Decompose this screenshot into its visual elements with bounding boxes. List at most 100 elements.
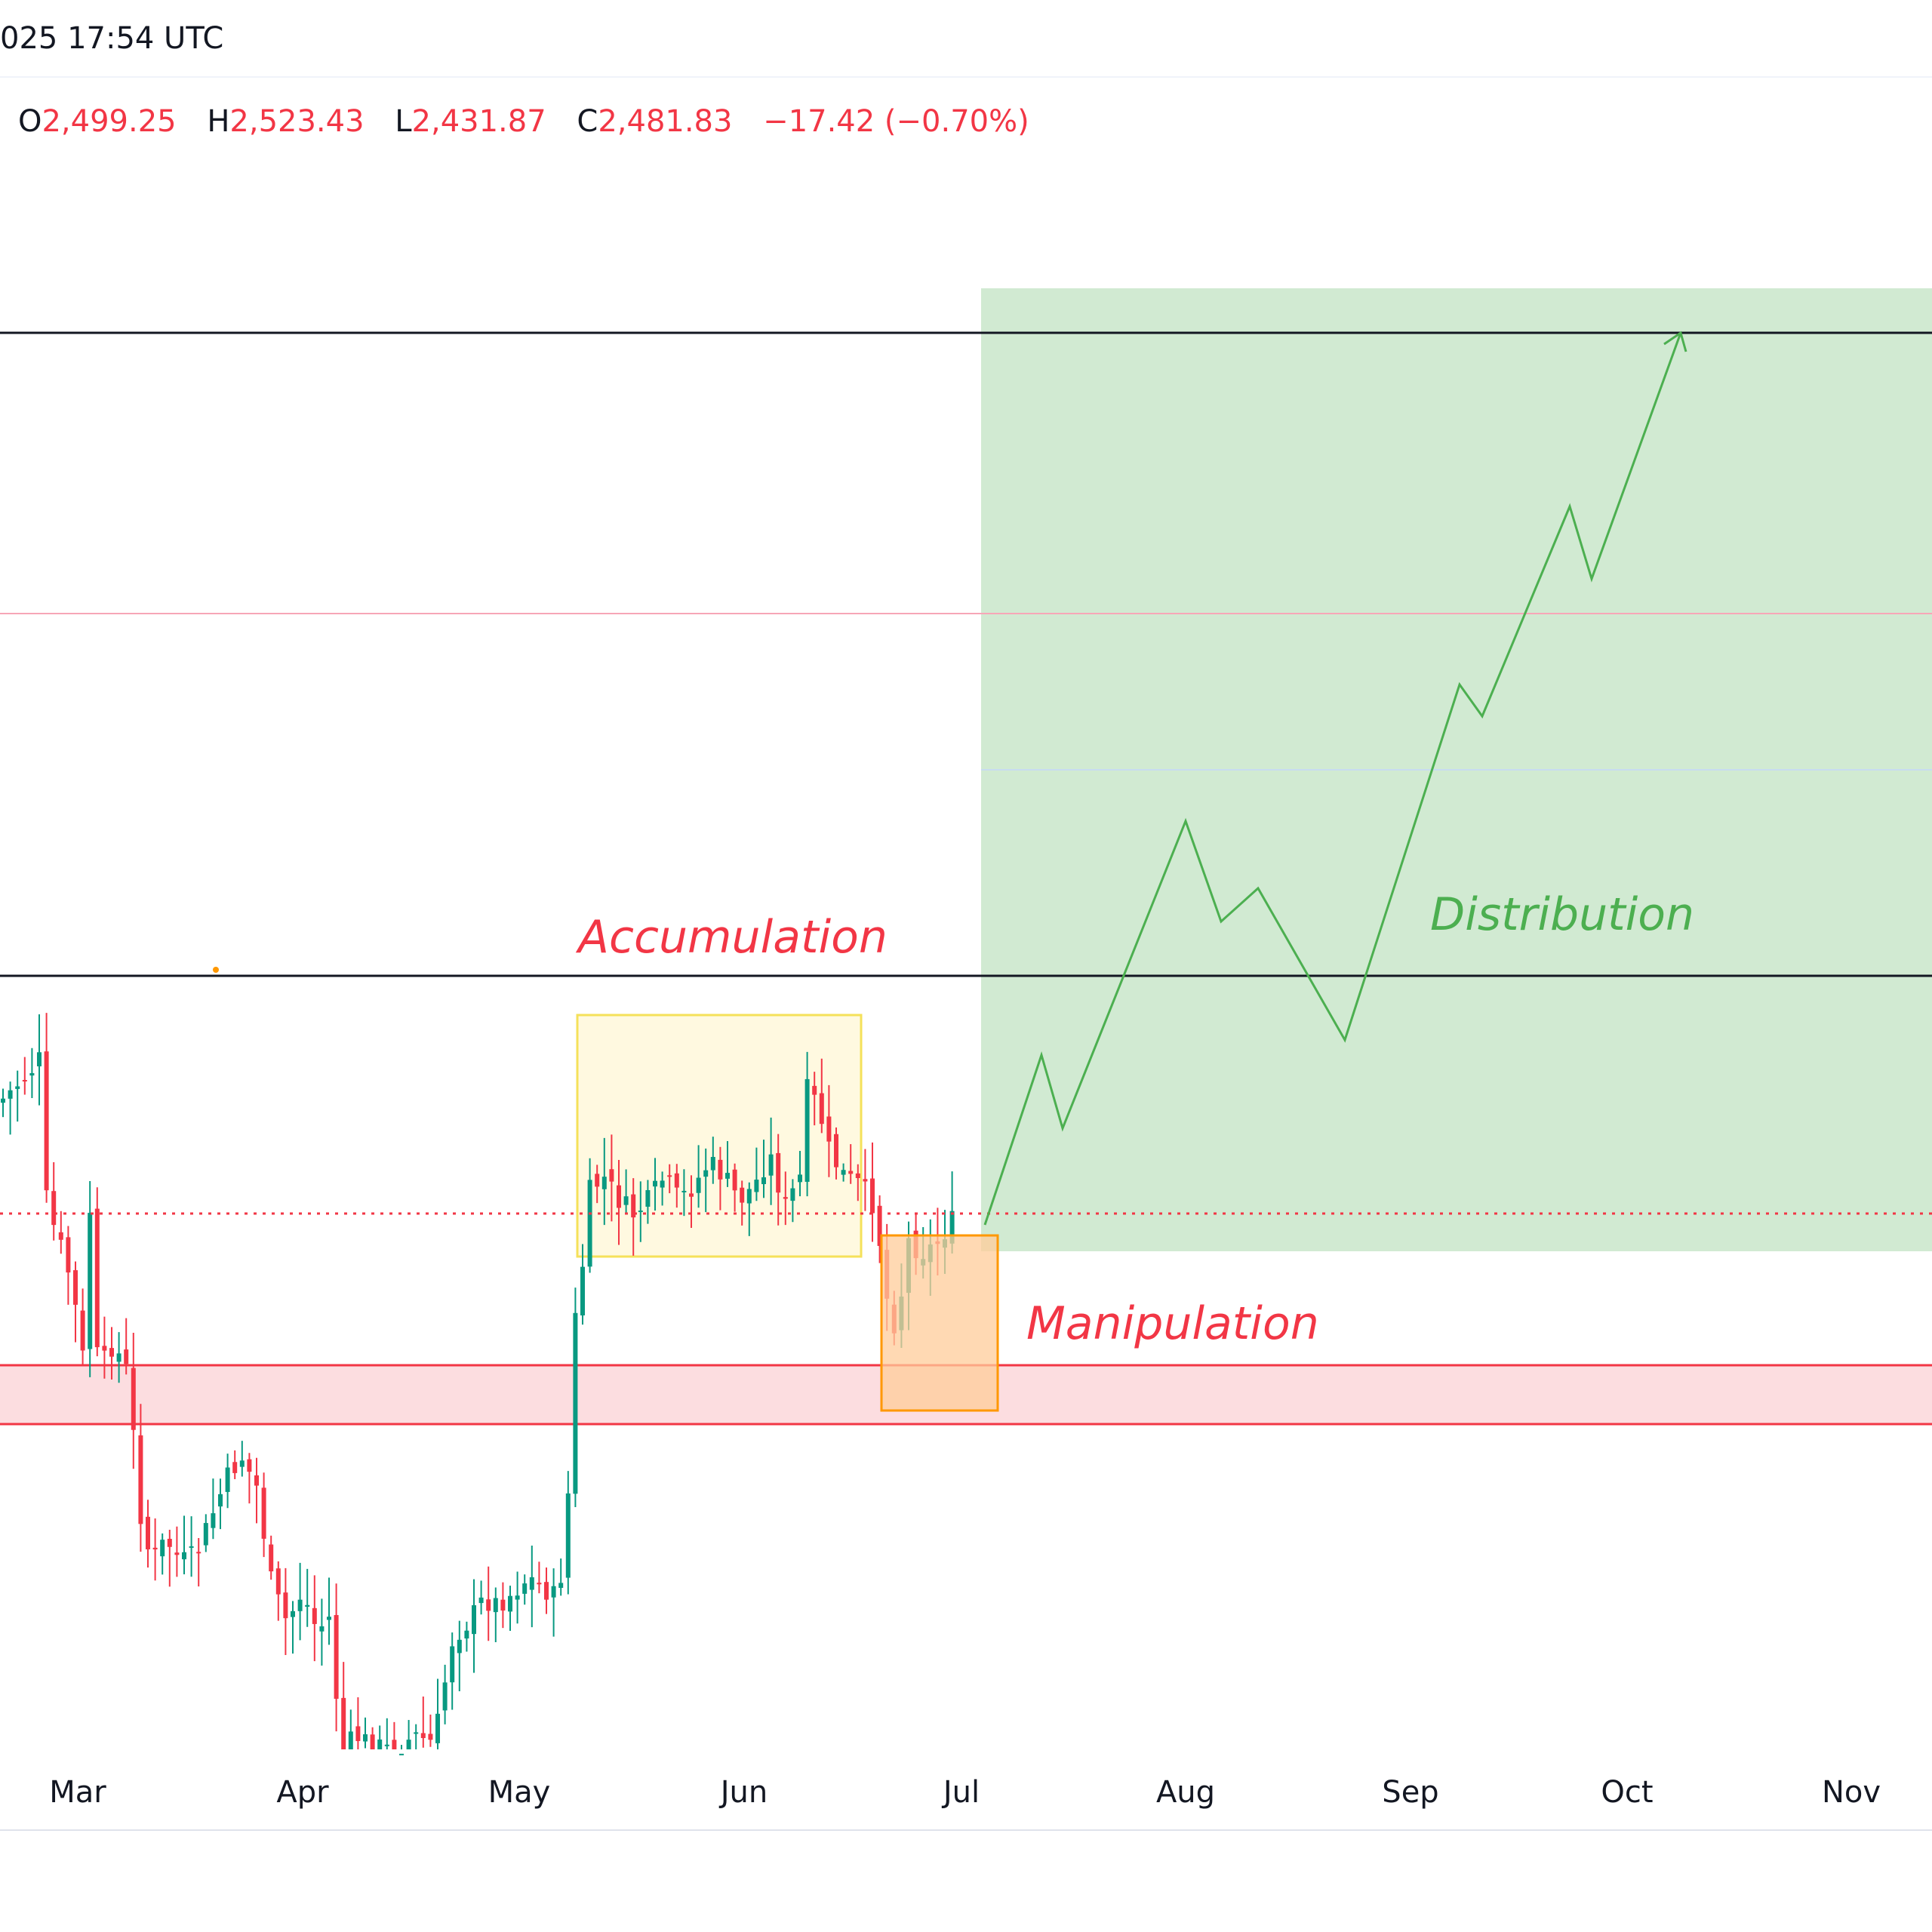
candle-body <box>949 1211 955 1244</box>
candle-body <box>515 1595 520 1600</box>
candle-body <box>291 1611 295 1617</box>
candle-body <box>653 1180 657 1187</box>
candle-body <box>399 1753 404 1755</box>
candle-body <box>740 1187 745 1203</box>
candle-body <box>674 1173 679 1188</box>
candle-body <box>478 1597 484 1604</box>
candle-body <box>182 1552 186 1560</box>
candle-body <box>327 1617 331 1620</box>
candle-body <box>529 1577 534 1590</box>
candle-body <box>623 1196 629 1205</box>
candle-body <box>667 1175 672 1177</box>
candle-body <box>203 1523 208 1546</box>
candle-body <box>174 1552 180 1555</box>
month-label: Jun <box>718 1775 768 1810</box>
candle-body <box>587 1180 592 1267</box>
candle-body <box>138 1435 143 1524</box>
candle-body <box>595 1174 600 1187</box>
open-label: O <box>18 104 42 139</box>
candle-body <box>826 1116 832 1142</box>
candle-body <box>783 1197 788 1199</box>
distribution-label: Distribution <box>1430 888 1694 941</box>
high-value: 2,523.43 <box>229 104 365 139</box>
candle-body <box>116 1353 122 1362</box>
low-label: L <box>395 104 412 139</box>
candle-body <box>167 1539 172 1547</box>
candle-body <box>725 1173 730 1179</box>
ohlc-readout: O2,499.25 H2,523.43 L2,431.87 C2,481.83 … <box>18 104 1029 139</box>
month-label: Oct <box>1601 1775 1653 1810</box>
candle-body <box>196 1552 202 1554</box>
candle-body <box>66 1237 71 1273</box>
candle-body <box>537 1583 542 1585</box>
candle-body <box>870 1178 875 1214</box>
candle-body <box>877 1205 882 1246</box>
header-datetime: 025 17:54 UTC <box>0 21 224 56</box>
candle-body <box>109 1348 114 1357</box>
candle-body <box>428 1734 433 1740</box>
projection-path <box>983 332 1682 1226</box>
marker-dot <box>213 967 219 973</box>
candle-body <box>131 1367 136 1430</box>
candle-body <box>29 1072 35 1076</box>
candle-body <box>211 1513 216 1528</box>
candle-body <box>363 1734 368 1742</box>
candle-body <box>80 1310 85 1351</box>
candle-body <box>776 1152 781 1193</box>
candle-body <box>51 1191 57 1226</box>
manipulation-label: Manipulation <box>1026 1297 1319 1350</box>
candle-body <box>319 1626 325 1632</box>
candle-body <box>58 1232 63 1240</box>
candle-body <box>435 1713 440 1743</box>
candle-body <box>44 1051 49 1191</box>
month-label: Aug <box>1156 1775 1215 1810</box>
candle-body <box>94 1208 100 1348</box>
candle-body <box>718 1159 723 1180</box>
candle-body <box>392 1740 397 1749</box>
candle-body <box>247 1459 252 1472</box>
candle-body <box>681 1190 687 1192</box>
candle-body <box>732 1169 737 1191</box>
candle-body <box>493 1598 498 1613</box>
candle-body <box>746 1189 752 1204</box>
candle-body <box>218 1494 223 1507</box>
candle-body <box>790 1188 795 1201</box>
accumulation-label: Accumulation <box>575 911 888 964</box>
candle-body <box>660 1180 665 1188</box>
candle-body <box>754 1180 759 1192</box>
candle-body <box>305 1604 310 1607</box>
candle-body <box>8 1090 13 1099</box>
candle-body <box>710 1157 715 1171</box>
candle-body <box>486 1599 491 1611</box>
candle-body <box>464 1630 469 1639</box>
candle-body <box>160 1540 165 1557</box>
candle-body <box>225 1467 230 1492</box>
candle-body <box>254 1475 259 1486</box>
candle-body <box>124 1349 129 1364</box>
header-divider <box>0 76 1932 78</box>
candle-body <box>334 1615 339 1699</box>
candle-body <box>275 1568 281 1595</box>
candle-body <box>269 1544 274 1572</box>
candle-body <box>609 1169 614 1182</box>
candle-body <box>384 1744 389 1746</box>
candle-body <box>551 1586 556 1598</box>
candle-body <box>348 1731 353 1749</box>
candle-body <box>580 1266 585 1315</box>
candle-body <box>414 1732 419 1734</box>
candle-body <box>297 1599 303 1611</box>
candle-body <box>239 1460 245 1467</box>
candle-body <box>841 1170 846 1175</box>
candle-body <box>508 1595 512 1612</box>
month-label: May <box>488 1775 551 1810</box>
month-label: Apr <box>276 1775 329 1810</box>
candle-body <box>15 1086 20 1089</box>
x-axis: Mar Apr May Jun Jul Aug Sep Oct Nov <box>49 1775 1881 1810</box>
high-label: H <box>207 104 230 139</box>
candle-body <box>804 1078 810 1182</box>
candle-body <box>544 1582 549 1600</box>
candle-body <box>472 1605 476 1635</box>
accumulation-box <box>576 1014 863 1258</box>
candle-body <box>22 1080 27 1082</box>
